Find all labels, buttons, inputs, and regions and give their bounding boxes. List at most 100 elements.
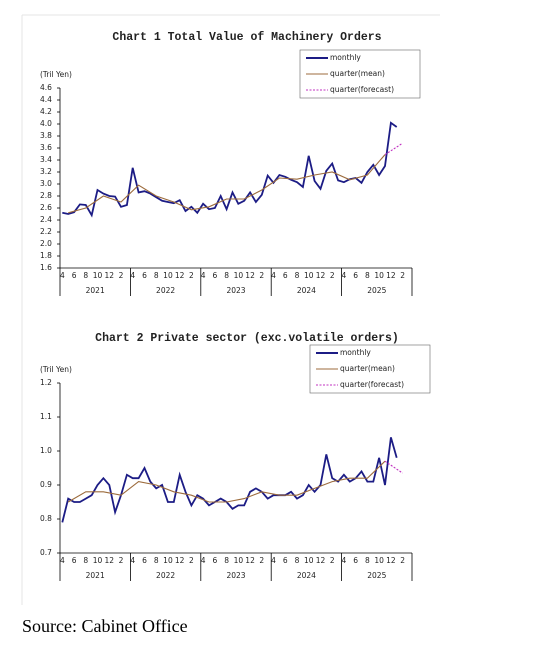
year-label: 2022	[156, 571, 175, 580]
y-tick-label: 3.0	[40, 179, 52, 188]
x-tick-label: 6	[283, 271, 288, 280]
x-tick-label: 2	[400, 556, 405, 565]
x-tick-label: 12	[316, 556, 326, 565]
x-tick-label: 8	[83, 556, 88, 565]
y-axis-label: (Tril Yen)	[40, 365, 72, 374]
x-tick-label: 4	[342, 271, 347, 280]
x-tick-label: 10	[163, 271, 173, 280]
x-tick-label: 12	[105, 271, 115, 280]
chart-title: Chart 2 Private sector (exc.volatile ord…	[95, 332, 399, 345]
x-tick-label: 6	[353, 271, 358, 280]
x-tick-label: 6	[72, 271, 77, 280]
x-tick-label: 2	[330, 271, 335, 280]
legend-label: quarter(mean)	[340, 364, 395, 373]
x-tick-label: 4	[130, 556, 135, 565]
x-tick-label: 10	[93, 556, 103, 565]
x-tick-label: 4	[201, 556, 206, 565]
y-tick-label: 3.6	[40, 143, 52, 152]
x-tick-label: 6	[212, 556, 217, 565]
x-tick-label: 6	[353, 556, 358, 565]
y-tick-label: 2.6	[40, 203, 52, 212]
y-axis-label: (Tril Yen)	[40, 70, 72, 79]
x-tick-label: 8	[365, 556, 370, 565]
y-tick-label: 0.8	[40, 514, 52, 523]
y-tick-label: 4.6	[40, 83, 52, 92]
x-tick-label: 12	[316, 271, 326, 280]
source: Source: Cabinet Office	[22, 616, 188, 636]
x-tick-label: 6	[212, 271, 217, 280]
y-tick-label: 2.8	[40, 191, 52, 200]
legend-label: monthly	[340, 348, 371, 357]
x-tick-label: 10	[304, 271, 314, 280]
x-tick-label: 2	[119, 556, 124, 565]
x-tick-label: 12	[175, 556, 185, 565]
y-tick-label: 1.2	[40, 378, 52, 387]
x-tick-label: 10	[163, 556, 173, 565]
x-tick-label: 4	[201, 271, 206, 280]
y-tick-label: 3.4	[40, 155, 52, 164]
year-label: 2025	[367, 286, 386, 295]
y-tick-label: 4.0	[40, 119, 52, 128]
x-tick-label: 12	[105, 556, 115, 565]
x-tick-label: 8	[224, 271, 229, 280]
x-tick-label: 10	[374, 556, 384, 565]
chart-title: Chart 1 Total Value of Machinery Orders	[112, 31, 381, 44]
year-label: 2021	[86, 286, 105, 295]
x-tick-label: 8	[295, 556, 300, 565]
y-tick-label: 2.2	[40, 227, 52, 236]
legend-label: quarter(forecast)	[330, 85, 394, 94]
x-tick-label: 10	[374, 271, 384, 280]
x-tick-label: 2	[119, 271, 124, 280]
year-label: 2024	[297, 571, 316, 580]
x-tick-label: 6	[283, 556, 288, 565]
x-tick-label: 10	[304, 556, 314, 565]
y-tick-label: 0.7	[40, 548, 52, 557]
x-tick-label: 8	[295, 271, 300, 280]
x-tick-label: 4	[60, 556, 65, 565]
y-tick-label: 1.6	[40, 263, 52, 272]
y-tick-label: 1.0	[40, 446, 52, 455]
x-tick-label: 8	[224, 556, 229, 565]
legend-label: monthly	[330, 53, 361, 62]
x-tick-label: 8	[365, 271, 370, 280]
x-tick-label: 6	[142, 556, 147, 565]
x-tick-label: 12	[175, 271, 185, 280]
legend-label: quarter(forecast)	[340, 380, 404, 389]
x-tick-label: 2	[330, 556, 335, 565]
legend-label: quarter(mean)	[330, 69, 385, 78]
x-tick-label: 2	[189, 556, 194, 565]
series-line	[68, 154, 386, 214]
x-tick-label: 4	[271, 271, 276, 280]
y-tick-label: 1.8	[40, 251, 52, 260]
x-tick-label: 10	[93, 271, 103, 280]
year-label: 2023	[226, 571, 245, 580]
year-label: 2023	[226, 286, 245, 295]
x-tick-label: 12	[245, 271, 255, 280]
year-label: 2022	[156, 286, 175, 295]
legend-box	[299, 49, 421, 99]
x-tick-label: 8	[154, 556, 159, 565]
x-tick-label: 2	[189, 271, 194, 280]
y-tick-label: 3.8	[40, 131, 52, 140]
series-line	[62, 121, 398, 218]
y-tick-label: 3.2	[40, 167, 52, 176]
series-line	[61, 437, 398, 523]
y-tick-label: 2.4	[40, 215, 52, 224]
x-tick-label: 2	[259, 271, 264, 280]
x-tick-label: 10	[234, 556, 244, 565]
x-tick-label: 2	[259, 556, 264, 565]
x-tick-label: 12	[386, 271, 396, 280]
x-tick-label: 4	[60, 271, 65, 280]
x-tick-label: 6	[142, 271, 147, 280]
series-line	[384, 460, 403, 474]
year-label: 2021	[86, 571, 105, 580]
y-tick-label: 0.9	[40, 480, 52, 489]
year-label: 2024	[297, 286, 316, 295]
x-tick-label: 10	[234, 271, 244, 280]
x-tick-label: 12	[386, 556, 396, 565]
x-tick-label: 12	[245, 556, 255, 565]
legend-box	[309, 344, 431, 394]
x-tick-label: 6	[72, 556, 77, 565]
y-tick-label: 1.1	[40, 412, 52, 421]
